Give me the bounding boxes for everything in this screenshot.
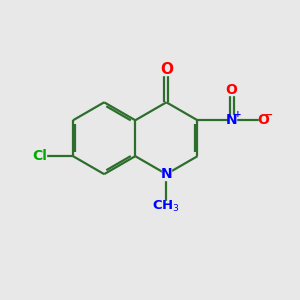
Text: CH$_3$: CH$_3$	[152, 199, 180, 214]
Text: N: N	[160, 167, 172, 181]
Text: O: O	[160, 62, 173, 77]
Text: O: O	[257, 113, 269, 127]
Text: Cl: Cl	[33, 149, 47, 163]
Bar	[227, 115, 236, 126]
Bar	[162, 64, 170, 75]
Bar	[34, 151, 46, 162]
Text: −: −	[266, 110, 274, 120]
Text: O: O	[226, 83, 238, 97]
Bar	[158, 201, 175, 212]
Bar	[259, 115, 267, 126]
Text: N: N	[226, 113, 237, 127]
Text: +: +	[234, 110, 242, 119]
Bar	[227, 84, 236, 95]
Bar	[162, 169, 171, 180]
